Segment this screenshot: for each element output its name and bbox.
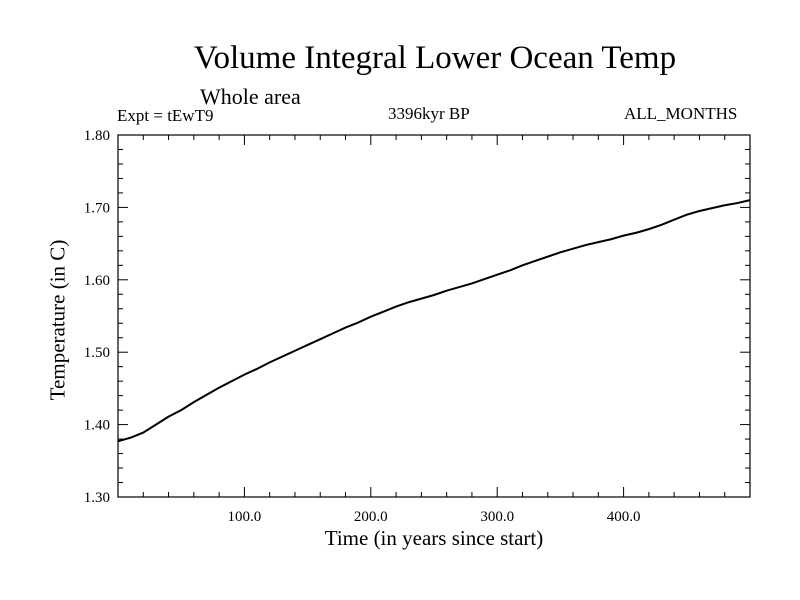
y-tick-label: 1.70 <box>84 200 110 216</box>
y-tick-label: 1.30 <box>84 490 110 506</box>
y-tick-label: 1.50 <box>84 345 110 361</box>
period-label: ALL_MONTHS <box>624 104 738 123</box>
chart-subtitle: Whole area <box>200 84 301 109</box>
x-tick-label: 100.0 <box>228 509 262 525</box>
temperature-series-line <box>117 199 751 443</box>
date-label: 3396kyr BP <box>388 104 470 123</box>
x-axis-label: Time (in years since start) <box>324 526 544 550</box>
x-tick-label: 400.0 <box>607 509 641 525</box>
tick-labels: 1.30 1.40 1.50 1.60 1.70 1.80 100.0 200.0 300.0 4… <box>84 128 641 525</box>
chart-title: Volume Integral Lower Ocean Temp <box>193 40 677 76</box>
axis-ticks <box>118 134 750 498</box>
plot-frame <box>117 134 751 498</box>
x-tick-label: 200.0 <box>354 509 388 525</box>
y-tick-label: 1.40 <box>84 418 110 434</box>
y-tick-label: 1.60 <box>84 273 110 289</box>
x-tick-label: 300.0 <box>480 509 514 525</box>
experiment-label: Expt = tEwT9 <box>117 106 214 125</box>
y-tick-label: 1.80 <box>84 128 110 144</box>
